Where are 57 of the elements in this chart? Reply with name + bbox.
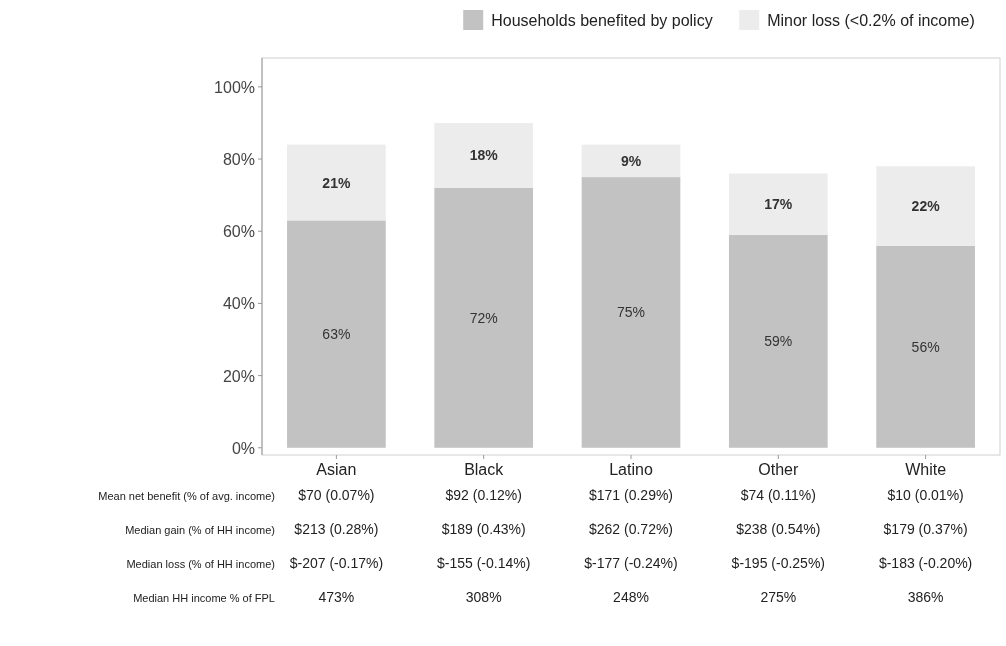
- data-label: 22%: [911, 197, 941, 214]
- data-label: 75%: [616, 304, 646, 321]
- text: $262 (0.72%): [588, 521, 674, 537]
- text: 275%: [760, 589, 797, 605]
- data-label: 18%: [469, 147, 499, 164]
- text: $171 (0.29%): [588, 487, 674, 503]
- text: Median HH income % of FPL: [133, 592, 275, 604]
- text: $-177 (-0.24%): [584, 555, 678, 571]
- data-label: 9%: [620, 152, 642, 169]
- text: 473%: [318, 589, 355, 605]
- text: $10 (0.01%): [887, 487, 964, 503]
- data-label: 59%: [764, 333, 793, 350]
- text: Median loss (% of HH income): [126, 558, 275, 570]
- text: Median gain (% of HH income): [125, 524, 275, 536]
- text: $-207 (-0.17%): [289, 555, 384, 571]
- bar: [434, 122, 534, 188]
- bar: [876, 166, 975, 246]
- bar: [581, 177, 681, 448]
- text: $-195 (-0.25%): [731, 555, 825, 571]
- text: $92 (0.12%): [445, 487, 522, 503]
- y-tick-label: 100%: [214, 78, 255, 96]
- y-tick-label: 40%: [222, 295, 255, 313]
- bar: [434, 187, 534, 448]
- text: $238 (0.54%): [736, 521, 821, 537]
- text: 308%: [465, 589, 502, 605]
- text: $213 (0.28%): [294, 521, 379, 537]
- x-tick-label: Other: [758, 461, 799, 478]
- legend-label: Households benefited by policy: [491, 12, 713, 29]
- x-tick-label: Latino: [609, 461, 653, 478]
- text: Mean net benefit (% of avg. income): [98, 490, 275, 502]
- bar: [287, 144, 386, 221]
- text: 248%: [613, 589, 649, 605]
- data-label: 72%: [469, 309, 498, 326]
- y-tick-label: 80%: [222, 151, 255, 169]
- y-tick-label: 60%: [222, 223, 255, 241]
- x-tick-label: White: [905, 461, 947, 478]
- text: $179 (0.37%): [883, 521, 968, 537]
- bar: [728, 173, 828, 235]
- text: $70 (0.07%): [298, 487, 375, 503]
- legend-label: Minor loss (<0.2% of income): [767, 12, 975, 29]
- bar: [581, 144, 681, 178]
- text: $-155 (-0.14%): [437, 555, 531, 571]
- x-tick-label: Black: [464, 461, 505, 478]
- y-tick-label: 0%: [231, 439, 255, 457]
- data-label: 56%: [911, 338, 940, 355]
- y-tick-label: 20%: [222, 367, 255, 385]
- bar: [728, 234, 828, 448]
- x-tick-label: Asian: [316, 461, 357, 478]
- bar: [287, 220, 386, 448]
- data-label: 21%: [322, 174, 351, 191]
- data-label: 17%: [764, 196, 793, 213]
- text: $-183 (-0.20%): [878, 555, 973, 571]
- text: $189 (0.43%): [441, 521, 526, 537]
- text: $74 (0.11%): [740, 487, 816, 503]
- bar: [876, 245, 975, 448]
- text: 386%: [907, 589, 944, 605]
- data-label: 63%: [322, 326, 351, 343]
